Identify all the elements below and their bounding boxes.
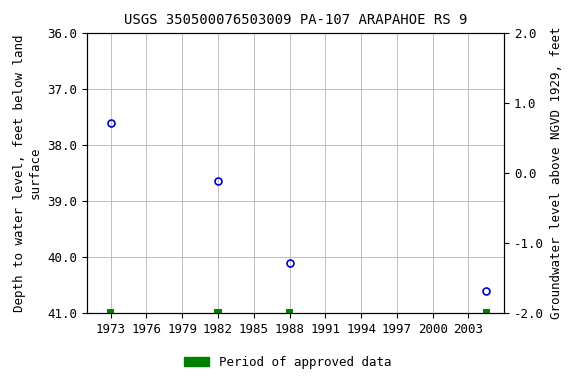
Bar bbox=[483, 309, 490, 313]
Bar bbox=[107, 309, 114, 313]
Y-axis label: Groundwater level above NGVD 1929, feet: Groundwater level above NGVD 1929, feet bbox=[550, 27, 563, 319]
Bar bbox=[286, 309, 293, 313]
Title: USGS 350500076503009 PA-107 ARAPAHOE RS 9: USGS 350500076503009 PA-107 ARAPAHOE RS … bbox=[124, 13, 467, 28]
Y-axis label: Depth to water level, feet below land
surface: Depth to water level, feet below land su… bbox=[13, 34, 41, 312]
Bar bbox=[214, 309, 222, 313]
Legend: Period of approved data: Period of approved data bbox=[179, 351, 397, 374]
